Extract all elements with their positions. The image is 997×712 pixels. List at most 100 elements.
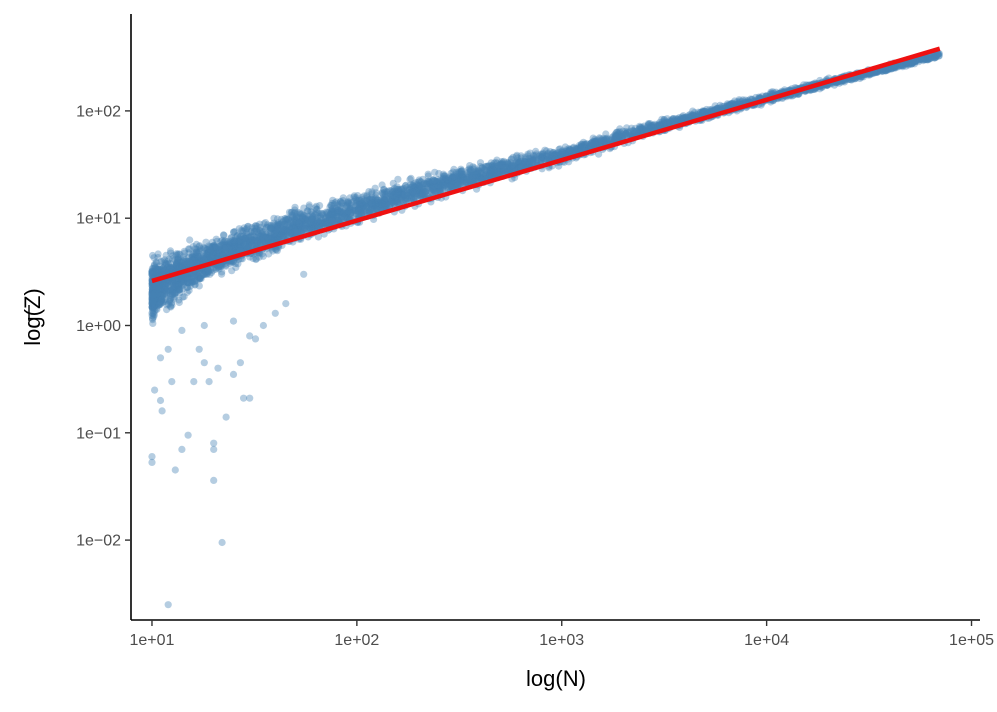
scatter-point: [148, 304, 157, 312]
scatter-point: [366, 206, 374, 214]
scatter-point: [596, 138, 604, 146]
scatter-point: [258, 227, 266, 235]
scatter-point: [191, 252, 199, 260]
scatter-point: [204, 251, 212, 259]
scatter-point: [229, 238, 237, 246]
scatter-point: [637, 125, 645, 133]
scatter-point: [430, 187, 438, 195]
scatter-point: [365, 208, 373, 216]
scatter-point: [418, 189, 426, 197]
scatter-point-outlier: [164, 345, 172, 353]
scatter-point: [368, 188, 376, 196]
scatter-point: [253, 222, 261, 230]
scatter-point: [389, 198, 397, 206]
scatter-point: [189, 253, 197, 261]
scatter-point: [398, 190, 406, 198]
scatter-point: [639, 125, 647, 133]
scatter-point: [310, 218, 318, 226]
scatter-point: [600, 139, 609, 147]
scatter-point: [167, 286, 175, 294]
scatter-point: [473, 169, 481, 177]
scatter-point: [476, 159, 485, 167]
scatter-point-outlier: [178, 326, 186, 334]
scatter-point: [158, 297, 166, 305]
scatter-point: [173, 262, 181, 271]
scatter-point: [368, 201, 376, 209]
scatter-point: [491, 164, 500, 172]
scatter-point: [303, 207, 311, 215]
scatter-point: [188, 253, 196, 262]
scatter-point: [383, 200, 391, 208]
scatter-point: [216, 244, 224, 252]
scatter-point: [378, 195, 386, 203]
scatter-point: [722, 102, 730, 110]
scatter-point: [327, 201, 335, 209]
scatter-point: [486, 171, 494, 179]
scatter-point: [252, 225, 260, 233]
scatter-point: [202, 238, 210, 246]
scatter-point: [591, 138, 600, 146]
scatter-point: [935, 50, 943, 58]
scatter-point: [169, 277, 177, 285]
scatter-point: [295, 218, 303, 226]
scatter-point: [625, 129, 633, 137]
scatter-point: [256, 227, 265, 235]
scatter-point: [561, 150, 570, 158]
scatter-point: [148, 303, 156, 311]
scatter-point: [313, 205, 321, 213]
scatter-point: [576, 143, 584, 151]
scatter-point: [288, 230, 296, 238]
scatter-point: [290, 220, 298, 228]
scatter-point: [615, 131, 623, 139]
scatter-point: [905, 59, 913, 67]
scatter-point: [165, 296, 174, 304]
scatter-point: [874, 68, 882, 76]
scatter-point: [546, 148, 554, 156]
scatter-point: [378, 200, 386, 209]
scatter-point: [469, 174, 477, 182]
scatter-point: [173, 278, 181, 286]
scatter-point: [326, 211, 334, 219]
scatter-point: [601, 135, 609, 143]
scatter-point: [151, 260, 159, 268]
scatter-point: [587, 142, 595, 150]
scatter-point: [291, 206, 299, 214]
scatter-point: [327, 219, 335, 227]
scatter-point: [223, 237, 232, 246]
scatter-point: [636, 123, 645, 131]
scatter-point: [728, 99, 736, 107]
scatter-point: [470, 171, 478, 179]
scatter-point: [162, 287, 170, 295]
scatter-point: [195, 254, 203, 262]
scatter-point: [149, 286, 157, 294]
scatter-point: [165, 290, 173, 298]
scatter-point: [462, 178, 470, 186]
scatter-point: [504, 166, 512, 174]
scatter-point: [436, 177, 444, 185]
scatter-point: [457, 165, 465, 173]
scatter-point: [429, 184, 437, 192]
scatter-point: [379, 201, 387, 209]
scatter-point: [923, 55, 931, 63]
scatter-point: [891, 64, 899, 72]
scatter-point: [220, 246, 228, 254]
scatter-point: [908, 58, 917, 67]
scatter-point: [274, 231, 282, 239]
scatter-point: [313, 217, 321, 225]
scatter-point: [250, 228, 259, 236]
scatter-point: [328, 199, 336, 207]
scatter-point: [357, 210, 365, 218]
scatter-point: [148, 297, 156, 305]
scatter-point: [199, 256, 207, 265]
scatter-point: [494, 168, 502, 177]
scatter-point-outlier: [190, 378, 198, 386]
scatter-point: [232, 263, 240, 271]
scatter-point: [390, 184, 399, 192]
scatter-point: [322, 219, 330, 227]
scatter-point: [153, 294, 161, 302]
scatter-point: [577, 143, 585, 151]
scatter-point: [639, 127, 648, 135]
scatter-point: [665, 119, 673, 127]
scatter-point: [487, 159, 495, 167]
scatter-point: [248, 239, 256, 247]
